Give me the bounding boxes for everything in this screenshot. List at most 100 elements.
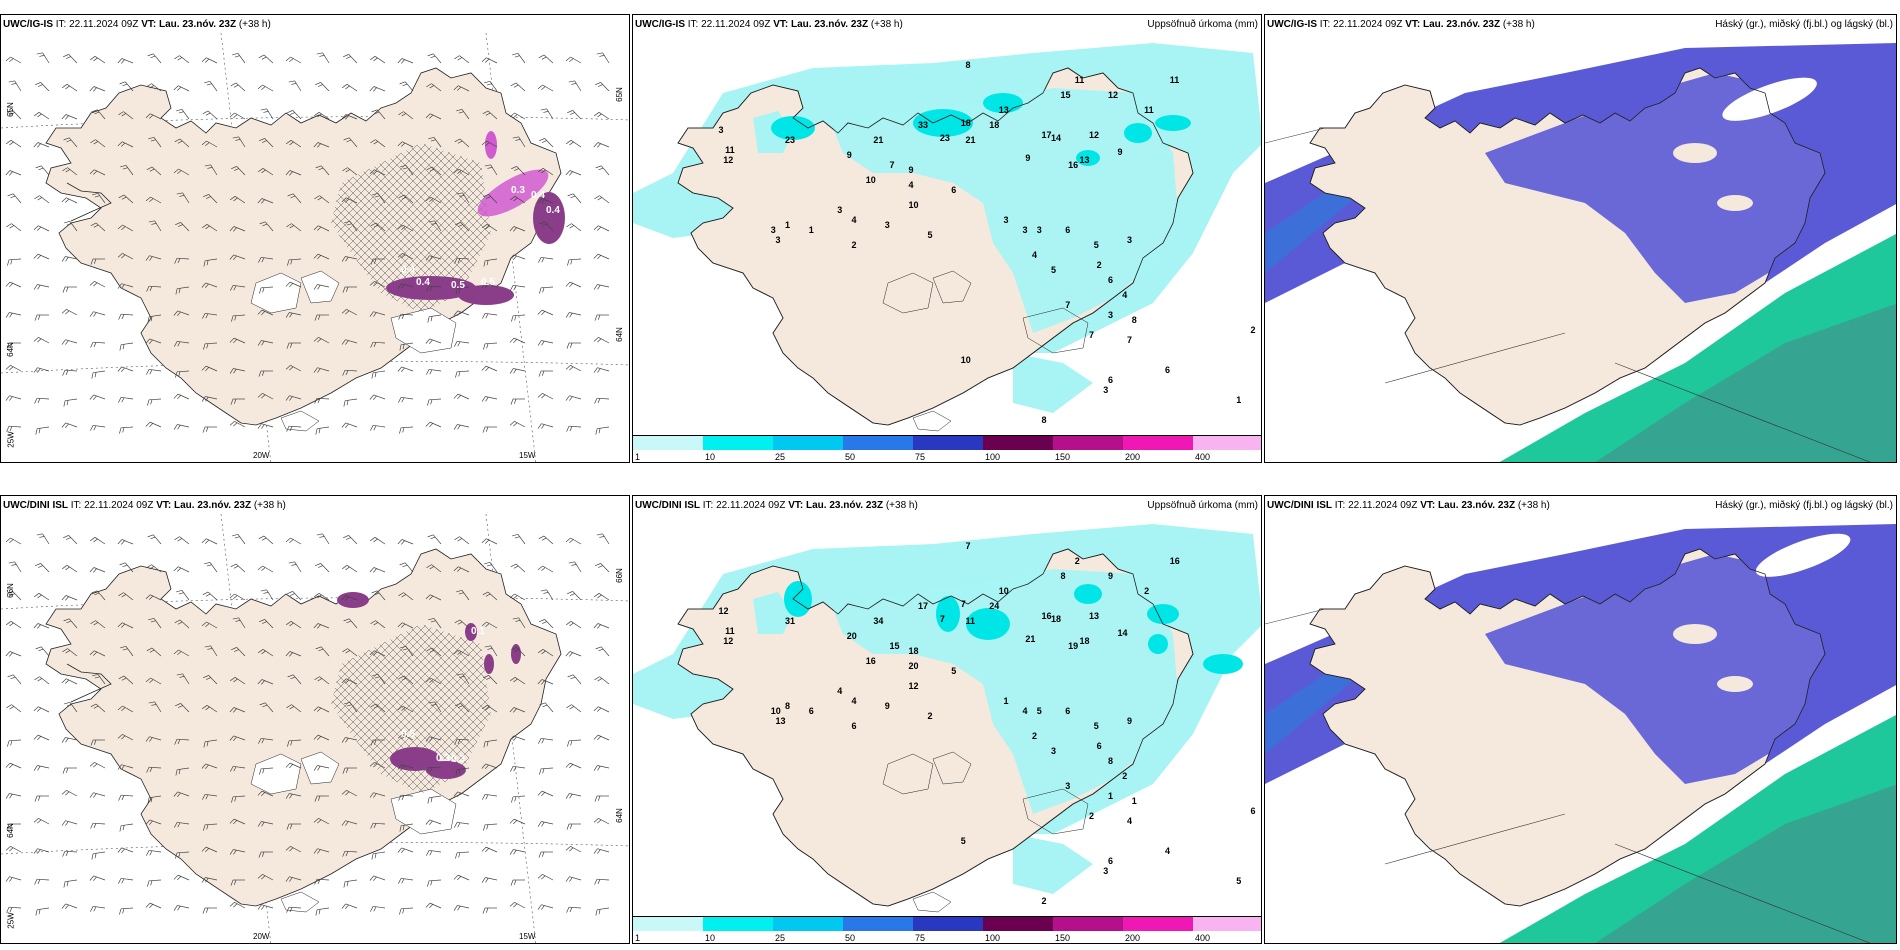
precip-value: 4 xyxy=(1127,816,1133,826)
precip-value: 3 xyxy=(718,125,724,135)
precip-value: 4 xyxy=(908,180,914,190)
colorbar-swatch xyxy=(913,436,984,450)
lat-label: 64N xyxy=(5,342,15,357)
precip-value: 14 xyxy=(1117,628,1128,638)
snow-hatch-area xyxy=(331,143,491,313)
colorbar: 1 10 25 50 75 100 150 200 400 xyxy=(633,435,1261,462)
precip-value: 12 xyxy=(723,636,734,646)
colorbar-tick: 200 xyxy=(1125,933,1141,943)
precip-value: 18 xyxy=(989,120,1000,130)
precip-value: 11 xyxy=(965,616,976,626)
colorbar-tick: 150 xyxy=(1055,452,1071,462)
precip-value: 9 xyxy=(1025,153,1031,163)
colorbar-swatch xyxy=(1123,436,1194,450)
precip-value: 6 xyxy=(1108,275,1114,285)
precip-value: 4 xyxy=(851,215,857,225)
colorbar-swatch xyxy=(913,917,984,931)
panel-header: UWC/DINI ISL IT: 22.11.2024 09Z VT: Lau.… xyxy=(635,500,918,511)
precip-value: 7 xyxy=(1089,330,1095,340)
precip-value: 18 xyxy=(908,646,919,656)
precip-value: 16 xyxy=(865,656,876,666)
colorbar-tick: 400 xyxy=(1195,933,1211,943)
colorbar-swatch xyxy=(983,917,1054,931)
precip-value: 24 xyxy=(989,601,1000,611)
precip-value: 18 xyxy=(960,118,971,128)
precip-value: 2 xyxy=(1144,586,1150,596)
map-canvas xyxy=(633,33,1261,438)
snow-value-label: 0.5 xyxy=(451,280,465,291)
precip-value: 20 xyxy=(908,661,919,671)
precip-value: 10 xyxy=(865,175,876,185)
precip-value: 6 xyxy=(1108,375,1114,385)
precip-value: 5 xyxy=(1051,265,1057,275)
lat-label: 66N xyxy=(615,568,625,583)
precip-value: 8 xyxy=(1131,315,1137,325)
map-panel-1-0: UWC/DINI ISL IT: 22.11.2024 09Z VT: Lau.… xyxy=(0,495,630,944)
colorbar-swatch xyxy=(703,436,774,450)
precip-value: 21 xyxy=(873,135,884,145)
precip-value: 12 xyxy=(1089,130,1100,140)
snow-value-label: 0.5 xyxy=(481,277,495,288)
precip-value: 3 xyxy=(1022,225,1028,235)
precip-value: 33 xyxy=(918,120,929,130)
colorbar-swatch xyxy=(1193,436,1261,450)
lat-label: 65N xyxy=(5,102,15,117)
map-panel-0-1: UWC/IG-IS IT: 22.11.2024 09Z VT: Lau. 23… xyxy=(632,14,1262,463)
panel-title: Uppsöfnuð úrkoma (mm) xyxy=(1147,500,1258,511)
precip-value: 3 xyxy=(1127,235,1133,245)
precip-value: 20 xyxy=(846,631,857,641)
precip-value: 1 xyxy=(1003,696,1009,706)
precip-value: 5 xyxy=(927,230,933,240)
map-panel-1-1: UWC/DINI ISL IT: 22.11.2024 09Z VT: Lau.… xyxy=(632,495,1262,944)
colorbar-tick: 10 xyxy=(705,452,716,462)
precip-value: 12 xyxy=(718,606,729,616)
colorbar-tick: 50 xyxy=(845,933,856,943)
colorbar-tick: 100 xyxy=(985,452,1001,462)
precip-value: 6 xyxy=(1065,225,1071,235)
precip-value: 5 xyxy=(1036,706,1042,716)
colorbar-swatch xyxy=(1053,917,1124,931)
snow-value-label: 0.4 xyxy=(416,277,430,288)
precip-value: 11 xyxy=(1169,75,1180,85)
precip-value: 7 xyxy=(1065,300,1071,310)
map-canvas xyxy=(1,33,629,462)
precip-value: 9 xyxy=(1117,147,1123,157)
precip-value: 13 xyxy=(1079,155,1090,165)
snow-value-label: 0.4 xyxy=(531,190,545,201)
colorbar-swatch xyxy=(983,436,1054,450)
precip-value: 9 xyxy=(884,701,890,711)
colorbar-tick: 1 xyxy=(635,452,641,462)
map-canvas xyxy=(633,514,1261,919)
precip-value: 2 xyxy=(1096,260,1102,270)
lon-label: 15W xyxy=(519,932,536,941)
precip-value: 2 xyxy=(851,240,857,250)
precip-value: 6 xyxy=(851,721,857,731)
map-canvas xyxy=(1,514,629,943)
precip-value: 4 xyxy=(1165,846,1171,856)
precip-value: 2 xyxy=(1074,556,1080,566)
precip-value: 18 xyxy=(1051,614,1062,624)
precip-value: 2 xyxy=(1250,325,1256,335)
lat-label: 66N xyxy=(5,583,15,598)
map-panel-0-0: UWC/IG-IS IT: 22.11.2024 09Z VT: Lau. 23… xyxy=(0,14,630,463)
precip-value: 4 xyxy=(851,696,857,706)
precip-value: 2 xyxy=(927,711,933,721)
colorbar-swatch xyxy=(1123,917,1194,931)
precip-value: 13 xyxy=(998,105,1009,115)
map-canvas xyxy=(1265,514,1896,943)
panel-header: UWC/IG-IS IT: 22.11.2024 09Z VT: Lau. 23… xyxy=(3,19,271,30)
precip-value: 10 xyxy=(770,706,781,716)
precip-value: 9 xyxy=(1108,571,1114,581)
precip-value: 3 xyxy=(1065,781,1071,791)
precip-value: 3 xyxy=(1036,225,1042,235)
precip-value: 7 xyxy=(889,160,895,170)
precip-value: 17 xyxy=(1041,130,1052,140)
precip-value: 4 xyxy=(1032,250,1038,260)
colorbar-swatch xyxy=(773,436,844,450)
panel-title: Uppsöfnuð úrkoma (mm) xyxy=(1147,19,1258,30)
precip-value: 4 xyxy=(837,686,843,696)
colorbar-tick: 100 xyxy=(985,933,1001,943)
colorbar: 1 10 25 50 75 100 150 200 400 xyxy=(633,916,1261,943)
lon-label: 20W xyxy=(253,451,270,460)
precip-value: 9 xyxy=(1127,716,1133,726)
